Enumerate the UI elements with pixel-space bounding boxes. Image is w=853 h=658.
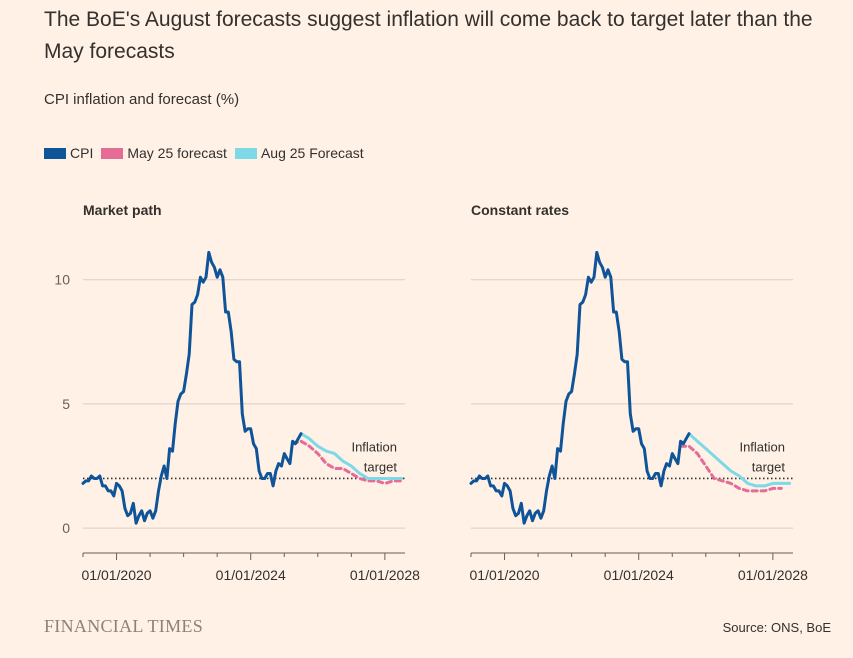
- panel-title: Constant rates: [471, 202, 569, 218]
- y-tick-label: 10: [54, 272, 70, 288]
- x-tick-label: 01/01/2028: [738, 567, 808, 583]
- y-tick-label: 0: [62, 520, 70, 536]
- chart-subtitle: CPI inflation and forecast (%): [44, 91, 240, 108]
- legend-label-may-forecast: May 25 forecast: [127, 145, 227, 161]
- target-label: target: [364, 459, 398, 474]
- y-tick-label: 5: [62, 396, 70, 412]
- legend: CPI May 25 forecast Aug 25 Forecast: [44, 145, 372, 161]
- x-tick-label: 01/01/2028: [350, 567, 420, 583]
- ft-logo: FINANCIAL TIMES: [44, 616, 204, 636]
- chart-panel-2: Constant rates 01/01/2020 01/01/2024 01/01/…: [469, 202, 808, 583]
- legend-swatch-aug-forecast: [234, 147, 257, 159]
- legend-swatch-cpi: [44, 147, 66, 159]
- chart-title: The BoE's August forecasts suggest infla…: [44, 8, 813, 63]
- legend-swatch-may-forecast: [101, 147, 124, 159]
- x-tick-label: 01/01/2024: [216, 567, 286, 583]
- legend-label-cpi: CPI: [70, 145, 94, 161]
- x-tick-label: 01/01/2020: [470, 567, 540, 583]
- target-label: target: [752, 459, 786, 474]
- target-label: Inflation: [351, 439, 397, 454]
- x-tick-label: 01/01/2020: [82, 567, 152, 583]
- series-line-aug-25-forecast: [687, 432, 792, 488]
- legend-item-may-forecast: May 25 forecast: [101, 145, 227, 161]
- legend-label-aug-forecast: Aug 25 Forecast: [260, 145, 364, 161]
- series-line-may-25-forecast: [679, 444, 783, 493]
- panel-title: Market path: [83, 202, 162, 218]
- series-line-may-25-forecast: [291, 439, 404, 485]
- x-tick-label: 01/01/2024: [604, 567, 674, 583]
- series-line-cpi: [81, 250, 303, 525]
- target-label: Inflation: [739, 439, 785, 454]
- chart-panel-1: Market path 0 5 10 01/01/2020 01/01/2024 01/01…: [54, 202, 420, 583]
- series-line-cpi: [469, 250, 691, 525]
- series-line-aug-25-forecast: [299, 432, 404, 480]
- legend-item-cpi: CPI: [44, 145, 93, 161]
- legend-item-aug-forecast: Aug 25 Forecast: [234, 145, 364, 161]
- source-note: Source: ONS, BoE: [722, 620, 831, 635]
